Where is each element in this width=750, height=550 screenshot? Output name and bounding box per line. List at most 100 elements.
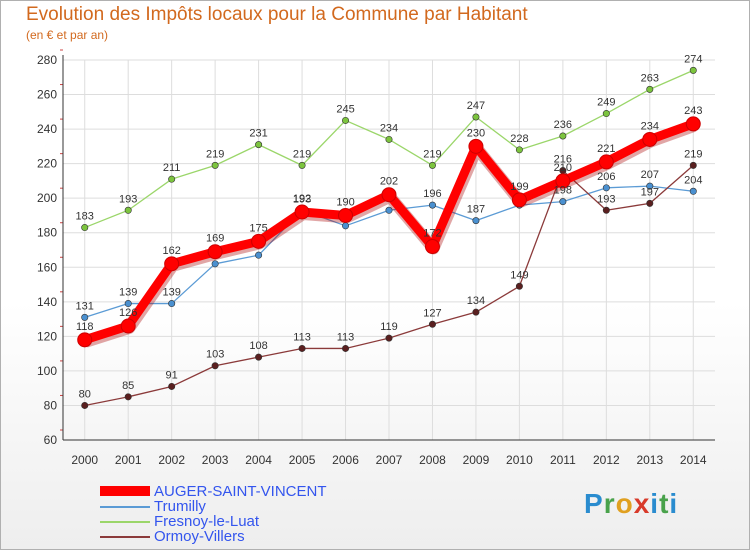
data-label-ormoy-villers: 119	[380, 321, 398, 333]
y-tick-label: 100	[37, 364, 57, 378]
data-point-ormoy-villers	[689, 161, 697, 169]
data-label-auger-saint-vincent: 169	[206, 233, 224, 245]
data-point-fresnoy-le-luat	[298, 161, 306, 169]
data-point-ormoy-villers	[385, 334, 393, 342]
x-tick-label: 2004	[245, 453, 272, 467]
legend-swatch-auger	[100, 486, 150, 496]
data-label-auger-saint-vincent: 118	[76, 321, 94, 333]
legend-label-ormoy: Ormoy-Villers	[154, 528, 245, 545]
data-label-trumilly: 206	[597, 171, 615, 183]
y-tick-label: 260	[37, 88, 57, 102]
x-tick-label: 2008	[419, 453, 446, 467]
data-label-auger-saint-vincent: 234	[641, 120, 659, 132]
data-label-trumilly: 139	[119, 287, 137, 299]
data-point-trumilly	[646, 182, 654, 190]
data-point-auger-saint-vincent	[598, 154, 614, 170]
data-point-fresnoy-le-luat	[515, 146, 523, 154]
data-point-trumilly	[602, 184, 610, 192]
data-label-auger-saint-vincent: 202	[380, 176, 398, 188]
data-label-ormoy-villers: 193	[597, 193, 615, 205]
data-label-trumilly: 131	[76, 300, 94, 312]
series-points	[77, 66, 701, 409]
x-tick-label: 2006	[332, 453, 359, 467]
data-point-ormoy-villers	[428, 320, 436, 328]
data-labels: 131 139 139 193 196 187 198 206 207 204 183 193 211 2…	[76, 53, 703, 400]
data-label-auger-saint-vincent: 199	[510, 181, 528, 193]
data-point-auger-saint-vincent	[555, 173, 571, 189]
data-point-fresnoy-le-luat	[124, 206, 132, 214]
data-label-ormoy-villers: 113	[293, 331, 311, 343]
data-point-ormoy-villers	[515, 282, 523, 290]
data-point-ormoy-villers	[168, 382, 176, 390]
legend-label-fresnoy: Fresnoy-le-Luat	[154, 513, 260, 530]
data-point-trumilly	[342, 222, 350, 230]
data-point-ormoy-villers	[211, 362, 219, 370]
data-label-fresnoy-le-luat: 236	[554, 119, 572, 131]
data-label-fresnoy-le-luat: 211	[163, 162, 181, 174]
data-label-ormoy-villers: 149	[510, 269, 528, 281]
data-point-fresnoy-le-luat	[646, 85, 654, 93]
data-point-ormoy-villers	[602, 206, 610, 214]
data-label-trumilly: 187	[467, 204, 485, 216]
data-label-fresnoy-le-luat: 263	[641, 72, 659, 84]
data-label-fresnoy-le-luat: 274	[684, 53, 702, 65]
data-label-trumilly: 207	[641, 169, 659, 181]
data-point-trumilly	[385, 206, 393, 214]
legend-label-trumilly: Trumilly	[154, 498, 206, 515]
data-point-fresnoy-le-luat	[81, 224, 89, 232]
data-label-ormoy-villers: 197	[641, 186, 659, 198]
data-point-auger-saint-vincent	[642, 131, 658, 147]
data-point-auger-saint-vincent	[120, 318, 136, 334]
data-point-trumilly	[559, 198, 567, 206]
data-label-fresnoy-le-luat: 231	[249, 128, 267, 140]
data-label-auger-saint-vincent: 192	[293, 193, 311, 205]
legend-swatch-trumilly	[100, 506, 150, 508]
x-tick-label: 2000	[71, 453, 98, 467]
data-label-fresnoy-le-luat: 245	[336, 103, 354, 115]
y-tick-label: 200	[37, 191, 57, 205]
data-point-auger-saint-vincent	[381, 187, 397, 203]
data-label-fresnoy-le-luat: 219	[293, 148, 311, 160]
axes: 60 80 100 120 140 160 180 200 220 240 260 280 2000 20…	[37, 49, 715, 467]
data-point-trumilly	[168, 300, 176, 308]
x-tick-label: 2001	[115, 453, 142, 467]
data-point-auger-saint-vincent	[294, 204, 310, 220]
data-point-ormoy-villers	[81, 401, 89, 409]
data-label-trumilly: 196	[423, 188, 441, 200]
y-tick-label: 240	[37, 122, 57, 136]
data-point-ormoy-villers	[298, 344, 306, 352]
y-tick-label: 140	[37, 295, 57, 309]
data-label-trumilly: 193	[293, 193, 311, 205]
y-tick-label: 180	[37, 226, 57, 240]
data-label-trumilly: 139	[162, 287, 180, 299]
data-label-auger-saint-vincent: 243	[684, 105, 702, 117]
data-label-fresnoy-le-luat: 228	[510, 133, 528, 145]
data-point-fresnoy-le-luat	[472, 113, 480, 121]
data-point-trumilly	[255, 251, 263, 259]
data-label-auger-saint-vincent: 210	[554, 162, 572, 174]
data-label-ormoy-villers: 80	[79, 388, 91, 400]
data-point-auger-saint-vincent	[468, 138, 484, 154]
data-label-fresnoy-le-luat: 234	[380, 122, 398, 134]
data-label-fresnoy-le-luat: 219	[206, 148, 224, 160]
data-point-trumilly	[472, 217, 480, 225]
proxiti-logo: Proxiti	[584, 488, 679, 519]
data-label-auger-saint-vincent: 221	[597, 143, 615, 155]
data-point-auger-saint-vincent	[164, 256, 180, 272]
data-label-ormoy-villers: 85	[122, 380, 134, 392]
data-point-ormoy-villers	[124, 393, 132, 401]
data-label-auger-saint-vincent: 126	[119, 307, 137, 319]
y-tick-label: 280	[37, 53, 57, 67]
data-point-trumilly	[81, 313, 89, 321]
data-point-auger-saint-vincent	[338, 207, 354, 223]
data-point-fresnoy-le-luat	[385, 135, 393, 143]
data-point-fresnoy-le-luat	[559, 132, 567, 140]
y-tick-label: 220	[37, 157, 57, 171]
data-point-auger-saint-vincent	[511, 192, 527, 208]
x-tick-label: 2003	[202, 453, 229, 467]
data-point-fresnoy-le-luat	[428, 161, 436, 169]
grid-lines	[63, 59, 715, 441]
x-tick-label: 2007	[376, 453, 403, 467]
